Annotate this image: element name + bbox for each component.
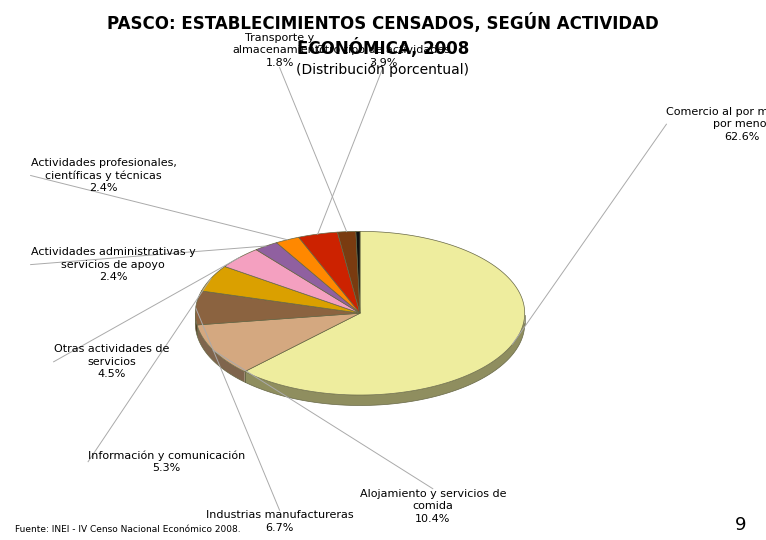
- Polygon shape: [299, 232, 360, 313]
- Polygon shape: [197, 313, 360, 372]
- Polygon shape: [224, 249, 360, 313]
- Text: Industrias manufactureras
6.7%: Industrias manufactureras 6.7%: [206, 510, 353, 532]
- Text: 9: 9: [735, 516, 747, 534]
- Text: Información y comunicación
5.3%: Información y comunicación 5.3%: [88, 450, 245, 473]
- Polygon shape: [277, 237, 360, 313]
- Polygon shape: [244, 231, 525, 395]
- Text: Alojamiento y servicios de
comida
10.4%: Alojamiento y servicios de comida 10.4%: [359, 489, 506, 523]
- Text: Actividades profesionales,
científicas y técnicas
2.4%: Actividades profesionales, científicas y…: [31, 158, 176, 193]
- Polygon shape: [195, 291, 360, 325]
- Polygon shape: [195, 313, 197, 335]
- Text: PASCO: ESTABLECIMIENTOS CENSADOS, SEGÚN ACTIVIDAD: PASCO: ESTABLECIMIENTOS CENSADOS, SEGÚN …: [107, 14, 659, 33]
- Text: Comercio al por mayor y al
por menor
62.6%: Comercio al por mayor y al por menor 62.…: [666, 107, 766, 141]
- Polygon shape: [197, 325, 244, 382]
- Text: ECONÓMICA, 2008: ECONÓMICA, 2008: [297, 38, 469, 58]
- Text: Fuente: INEI - IV Censo Nacional Económico 2008.: Fuente: INEI - IV Censo Nacional Económi…: [15, 524, 241, 534]
- Text: Otras actividades de
servicios
4.5%: Otras actividades de servicios 4.5%: [54, 345, 169, 379]
- Text: Transporte y
almacenamiento
1.8%: Transporte y almacenamiento 1.8%: [233, 33, 326, 68]
- Text: Otro tipo de actividades
3.9%: Otro tipo de actividades 3.9%: [316, 45, 450, 68]
- Text: Actividades administrativas y
servicios de apoyo
2.4%: Actividades administrativas y servicios …: [31, 247, 195, 282]
- Polygon shape: [201, 267, 360, 313]
- Polygon shape: [244, 314, 525, 406]
- Polygon shape: [356, 231, 360, 313]
- Text: (Distribución porcentual): (Distribución porcentual): [296, 62, 470, 77]
- Polygon shape: [337, 231, 360, 313]
- Polygon shape: [256, 242, 360, 313]
